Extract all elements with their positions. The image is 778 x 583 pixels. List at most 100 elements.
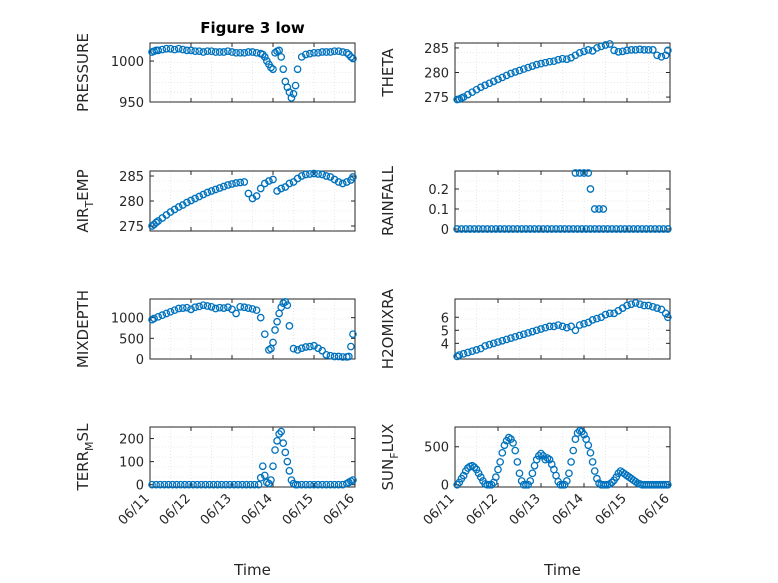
data-point <box>281 448 290 457</box>
data-point <box>207 47 216 56</box>
data-point <box>334 480 343 489</box>
y-axis-label: AIRTEMP <box>74 169 96 232</box>
data-point <box>176 480 185 489</box>
data-point <box>318 480 327 489</box>
data-point <box>279 65 288 74</box>
y-tick-label: 280 <box>119 195 144 210</box>
data-point <box>240 48 249 57</box>
data-point <box>646 225 655 233</box>
data-point <box>256 313 265 322</box>
data-point <box>567 322 575 331</box>
data-point <box>277 53 286 61</box>
data-point <box>342 178 351 186</box>
data-point <box>558 480 567 489</box>
data-point <box>464 348 472 357</box>
data-point <box>648 46 657 54</box>
data-point <box>197 480 206 489</box>
data-point <box>528 469 537 478</box>
data-point <box>279 439 288 448</box>
data-point <box>244 48 253 56</box>
data-point <box>267 63 275 72</box>
data-point <box>265 177 273 185</box>
data-point <box>238 480 247 489</box>
data-point <box>195 192 204 201</box>
data-point <box>562 55 571 64</box>
data-point <box>170 45 179 54</box>
data-point <box>515 469 524 478</box>
data-point <box>541 58 550 67</box>
data-point <box>170 306 179 315</box>
data-point <box>487 480 496 489</box>
data-point <box>156 480 165 489</box>
data-point <box>653 51 661 60</box>
data-point <box>633 225 642 233</box>
data-point <box>334 352 343 361</box>
data-point <box>252 306 261 315</box>
axes-frame <box>454 298 671 360</box>
data-point <box>207 303 216 311</box>
data-point <box>310 48 318 57</box>
data-point <box>256 473 265 482</box>
data-point <box>215 303 224 312</box>
data-point <box>226 480 234 489</box>
data-point <box>224 303 232 312</box>
data-point <box>586 225 595 233</box>
data-point <box>631 299 640 307</box>
data-point <box>291 81 300 90</box>
data-point <box>158 311 167 319</box>
data-point <box>565 469 573 478</box>
data-point <box>178 304 187 312</box>
data-point <box>562 477 571 485</box>
y-axis-label: H2OMIXRA <box>379 288 397 369</box>
data-point <box>236 48 245 57</box>
data-point <box>517 225 526 233</box>
data-point <box>256 184 265 193</box>
data-point <box>498 73 507 82</box>
data-point <box>322 351 331 359</box>
data-point <box>547 225 556 233</box>
data-point <box>584 441 593 450</box>
data-point <box>209 480 218 489</box>
data-point <box>183 303 191 312</box>
data-point <box>541 323 550 332</box>
data-point <box>338 179 347 188</box>
y-tick-label: 280 <box>424 67 449 82</box>
data-point <box>172 480 181 489</box>
data-point <box>599 205 608 213</box>
data-point <box>232 48 240 57</box>
data-point <box>285 179 294 188</box>
data-point <box>174 203 183 211</box>
subplot-rainfall: 0 0.1 0.2 RAINFALL <box>379 165 672 238</box>
data-point <box>485 79 494 88</box>
data-point <box>310 480 318 489</box>
data-point <box>474 469 483 478</box>
data-point <box>297 344 306 353</box>
data-point <box>154 312 163 321</box>
data-point <box>565 225 573 233</box>
data-point <box>507 435 515 444</box>
data-point <box>483 480 492 489</box>
data-point <box>631 46 640 54</box>
data-point <box>657 305 666 314</box>
data-point <box>466 225 474 233</box>
data-point <box>252 192 261 200</box>
y-tick-label: 1000 <box>111 312 144 327</box>
data-point <box>248 48 257 56</box>
data-point <box>498 448 507 457</box>
y-tick-label: 500 <box>424 441 449 456</box>
data-point <box>219 48 228 56</box>
data-point <box>187 305 195 314</box>
data-point <box>618 47 627 56</box>
data-point <box>588 316 597 324</box>
data-point <box>554 55 563 64</box>
data-point <box>189 480 197 489</box>
data-point <box>306 480 314 489</box>
data-point <box>601 310 610 319</box>
data-point <box>181 480 189 489</box>
data-point <box>347 342 355 351</box>
data-point <box>528 62 537 70</box>
data-point <box>301 343 310 351</box>
data-point <box>479 225 487 233</box>
data-point <box>232 309 240 318</box>
data-point <box>207 187 216 195</box>
